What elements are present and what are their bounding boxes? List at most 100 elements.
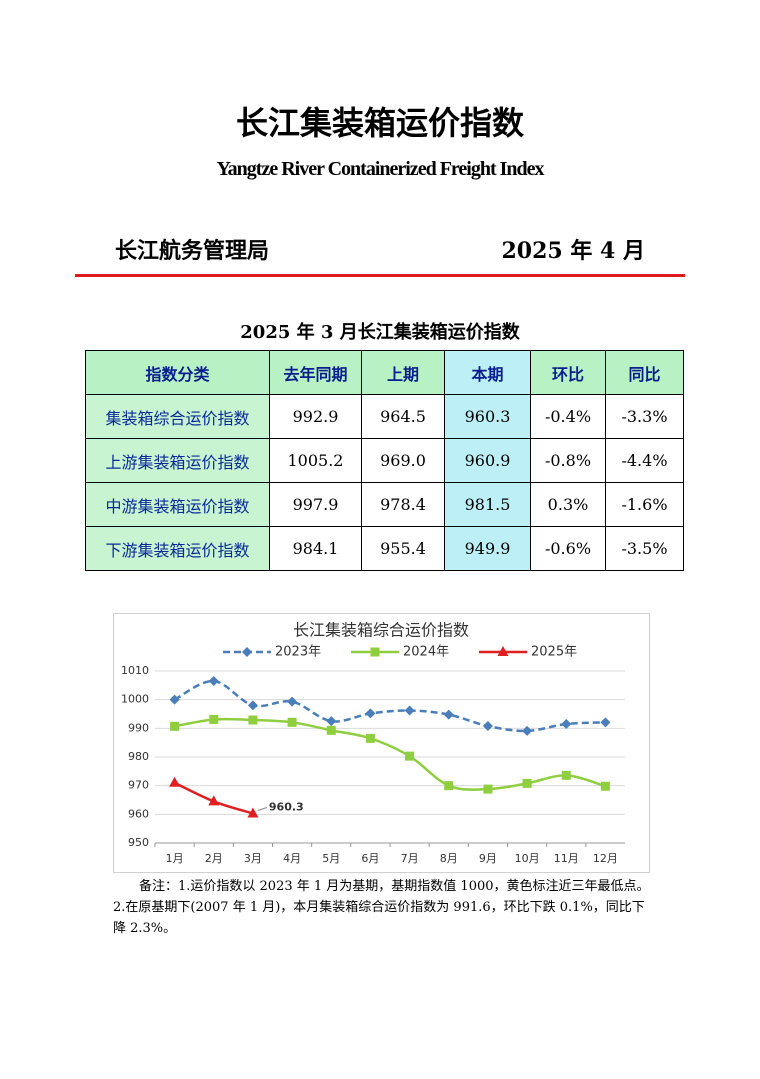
marker — [600, 717, 611, 728]
x-tick-label: 5月 — [322, 852, 340, 865]
cell: 949.9 — [444, 526, 531, 571]
marker — [483, 784, 493, 794]
cell: 960.9 — [444, 438, 531, 483]
marker — [482, 721, 493, 732]
cell: -1.6% — [605, 482, 684, 527]
table: 指数分类 去年同期 上期 本期 环比 同比 集装箱综合运价指数 992.9 964.5 960.3… — [85, 350, 684, 571]
x-tick-label: 10月 — [515, 852, 540, 865]
marker — [600, 781, 610, 791]
cell: 960.3 — [444, 394, 531, 439]
row-label: 中游集装箱运价指数 — [85, 482, 270, 527]
table-row: 集装箱综合运价指数 992.9 964.5 960.3 -0.4% -3.3% — [85, 394, 684, 439]
legend-label: 2025年 — [531, 645, 577, 660]
table-row: 中游集装箱运价指数 997.9 978.4 981.5 0.3% -1.6% — [85, 482, 684, 527]
x-tick-label: 6月 — [361, 852, 379, 865]
chart-title: 长江集装箱综合运价指数 — [293, 621, 469, 640]
marker — [404, 705, 415, 716]
cell: -0.6% — [530, 526, 606, 571]
x-tick-label: 4月 — [283, 852, 301, 865]
cell: 992.9 — [269, 394, 362, 439]
x-tick-label: 7月 — [401, 852, 419, 865]
y-tick-label: 960 — [128, 807, 149, 820]
date: 2025 年 4 月 — [501, 238, 645, 264]
cell: 969.0 — [361, 438, 445, 483]
marker — [208, 795, 220, 806]
header-row: 指数分类 去年同期 上期 本期 环比 同比 — [85, 350, 684, 395]
cell: 984.1 — [269, 526, 362, 571]
label-leader — [257, 806, 268, 811]
marker — [287, 717, 297, 727]
marker — [326, 716, 337, 727]
legend-label: 2024年 — [403, 645, 449, 660]
marker — [247, 807, 259, 818]
cell: -0.4% — [530, 394, 606, 439]
title: 长江集装箱运价指数 — [235, 104, 524, 142]
x-tick-label: 11月 — [554, 852, 579, 865]
x-tick-label: 9月 — [479, 852, 497, 865]
column-header: 同比 — [605, 350, 684, 395]
cell: 978.4 — [361, 482, 445, 527]
column-header: 上期 — [361, 350, 445, 395]
marker — [170, 721, 180, 731]
y-tick-label: 970 — [128, 779, 149, 792]
marker — [169, 694, 180, 705]
x-tick-label: 2月 — [205, 852, 223, 865]
cell: 955.4 — [361, 526, 445, 571]
marker — [522, 725, 533, 736]
note: 备注：1.运价指数以 2023 年 1 月为基期，基期指数值 1000，黄色标注… — [113, 879, 650, 936]
marker — [443, 709, 454, 720]
publisher: 长江航务管理局 — [115, 238, 270, 264]
x-tick-label: 3月 — [244, 852, 262, 865]
marker — [247, 700, 258, 711]
column-header: 环比 — [530, 350, 606, 395]
marker — [370, 647, 380, 657]
data-label: 960.3 — [269, 800, 304, 813]
cell: -4.4% — [605, 438, 684, 483]
x-tick-label: 1月 — [166, 852, 184, 865]
subtitle: Yangtze River Containerized Freight Inde… — [216, 158, 544, 180]
column-header: 指数分类 — [85, 350, 270, 395]
cell: -3.3% — [605, 394, 684, 439]
x-tick-label: 8月 — [440, 852, 458, 865]
divider — [75, 274, 685, 277]
cell: 981.5 — [444, 482, 531, 527]
y-tick-label: 1010 — [121, 664, 149, 677]
table-row: 上游集装箱运价指数 1005.2 969.0 960.9 -0.8% -4.4% — [85, 438, 684, 483]
legend-label: 2023年 — [275, 645, 321, 660]
marker — [522, 778, 532, 788]
y-tick-label: 1000 — [121, 693, 149, 706]
y-tick-label: 980 — [128, 750, 149, 763]
x-tick-label: 12月 — [593, 852, 618, 865]
row-label: 下游集装箱运价指数 — [85, 526, 270, 571]
marker — [444, 781, 454, 791]
y-tick-label: 990 — [128, 721, 149, 734]
cell: 997.9 — [269, 482, 362, 527]
column-header: 本期 — [444, 350, 531, 395]
marker — [365, 708, 376, 719]
column-header: 去年同期 — [269, 350, 362, 395]
cell: 0.3% — [530, 482, 606, 527]
marker — [242, 647, 252, 657]
marker — [365, 733, 375, 743]
marker — [209, 714, 219, 724]
chart: 长江集装箱综合运价指数 950 960 970 980 990 1000 1010 1月 2月 3… — [113, 613, 650, 873]
marker — [497, 646, 509, 656]
marker — [405, 751, 415, 761]
cell: 964.5 — [361, 394, 445, 439]
cell: -3.5% — [605, 526, 684, 571]
cell: 1005.2 — [269, 438, 362, 483]
marker — [561, 719, 572, 730]
marker — [169, 776, 181, 787]
marker — [208, 676, 219, 687]
marker — [248, 715, 258, 725]
table-row: 下游集装箱运价指数 984.1 955.4 949.9 -0.6% -3.5% — [85, 526, 684, 571]
table-title: 2025 年 3 月长江集装箱运价指数 — [240, 322, 520, 343]
cell: -0.8% — [530, 438, 606, 483]
marker — [561, 770, 571, 780]
row-label: 集装箱综合运价指数 — [85, 394, 270, 439]
row-label: 上游集装箱运价指数 — [85, 438, 270, 483]
y-tick-label: 950 — [128, 836, 149, 849]
marker — [287, 696, 298, 707]
marker — [326, 725, 336, 735]
